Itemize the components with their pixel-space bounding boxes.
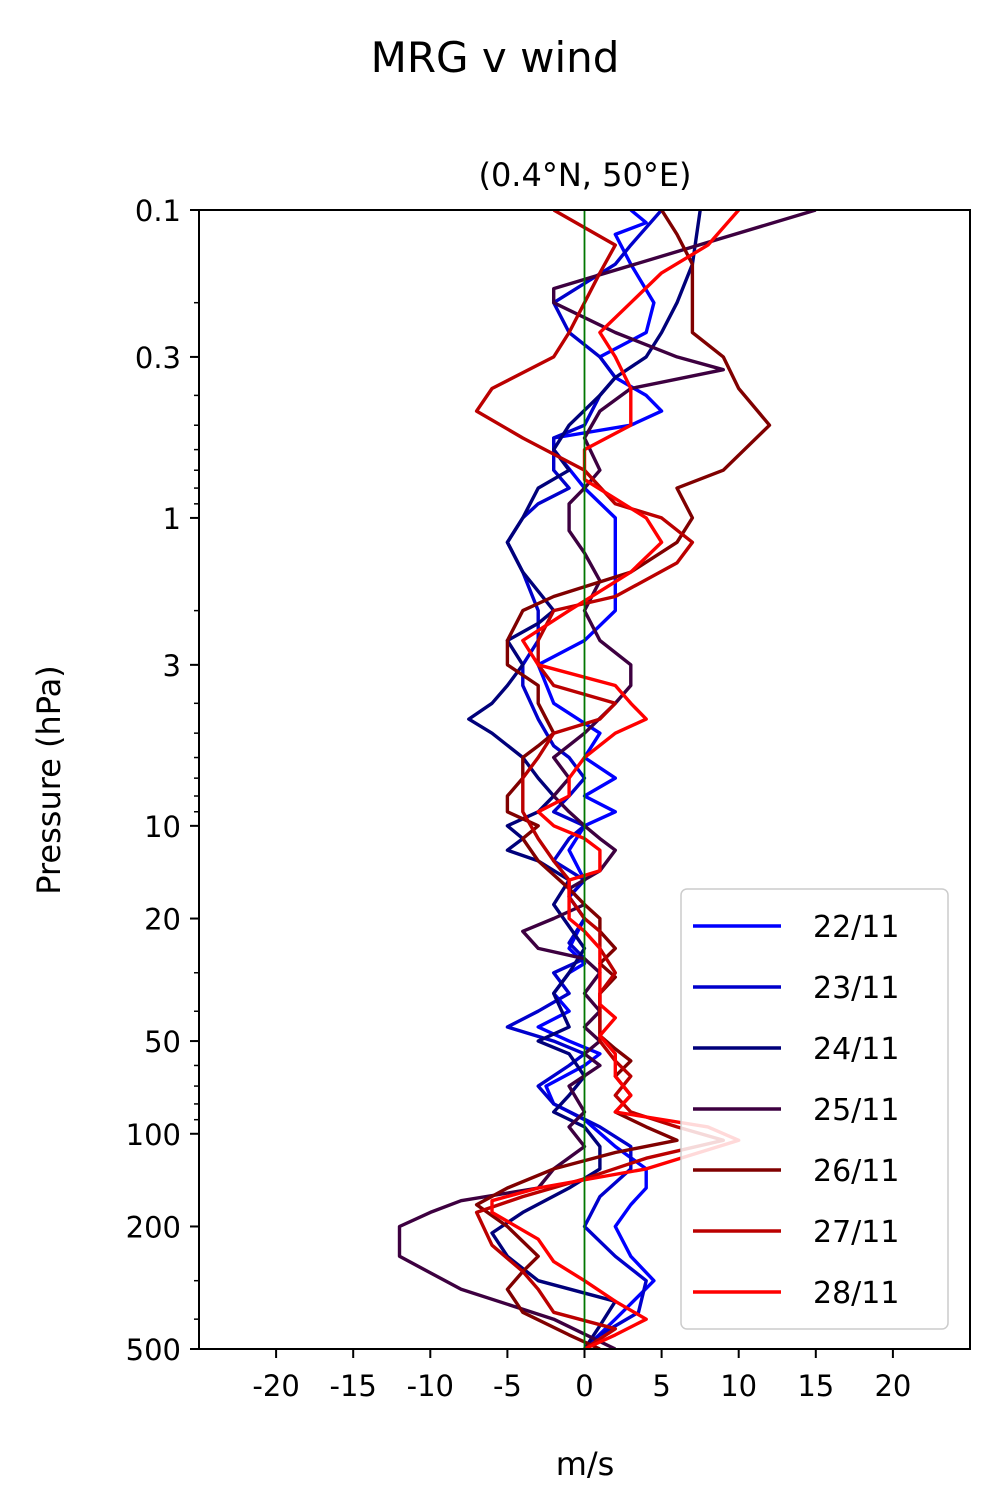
x-ticks: -20 -15 -10 -5 0 5 10 15 20 [252, 1349, 911, 1403]
x-tick-label: -5 [493, 1369, 522, 1403]
legend-label: 23/11 [813, 971, 899, 1006]
legend-label: 25/11 [813, 1093, 899, 1128]
legend: 22/11 23/11 24/11 25/11 26/11 27/11 28/11 [680, 888, 949, 1330]
series-line-6 [474, 210, 725, 1349]
chart-subtitle: (0.4°N, 50°E) [478, 156, 691, 194]
legend-label: 26/11 [813, 1154, 899, 1189]
y-axis-label: Pressure (hPa) [30, 665, 68, 895]
legend-label: 22/11 [813, 910, 899, 945]
x-tick-label: -20 [252, 1369, 299, 1403]
y-ticks: 0.1 0.3 1 3 10 20 50 100 200 500 [126, 194, 199, 1367]
y-tick-label: 100 [126, 1118, 181, 1152]
x-tick-label: 20 [874, 1369, 911, 1403]
y-tick-label: 500 [126, 1333, 181, 1367]
y-tick-label: 0.3 [135, 341, 181, 375]
y-tick-label: 1 [163, 502, 181, 536]
legend-frame [680, 888, 949, 1330]
y-tick-label: 10 [144, 810, 181, 844]
legend-label: 24/11 [813, 1032, 899, 1067]
y-tick-label: 0.1 [135, 194, 181, 228]
y-tick-label: 200 [126, 1210, 181, 1244]
chart-title: MRG v wind [371, 33, 620, 82]
legend-label: 27/11 [813, 1215, 899, 1250]
y-tick-label: 3 [163, 649, 181, 683]
x-tick-label: -10 [407, 1369, 454, 1403]
y-tick-label: 50 [144, 1025, 181, 1059]
y-tick-label: 20 [144, 903, 181, 937]
x-tick-label: 0 [575, 1369, 593, 1403]
legend-label: 28/11 [813, 1276, 899, 1311]
x-axis-label: m/s [556, 1445, 615, 1483]
x-tick-label: -15 [330, 1369, 377, 1403]
x-tick-label: 10 [720, 1369, 757, 1403]
x-tick-label: 5 [652, 1369, 670, 1403]
x-tick-label: 15 [797, 1369, 834, 1403]
